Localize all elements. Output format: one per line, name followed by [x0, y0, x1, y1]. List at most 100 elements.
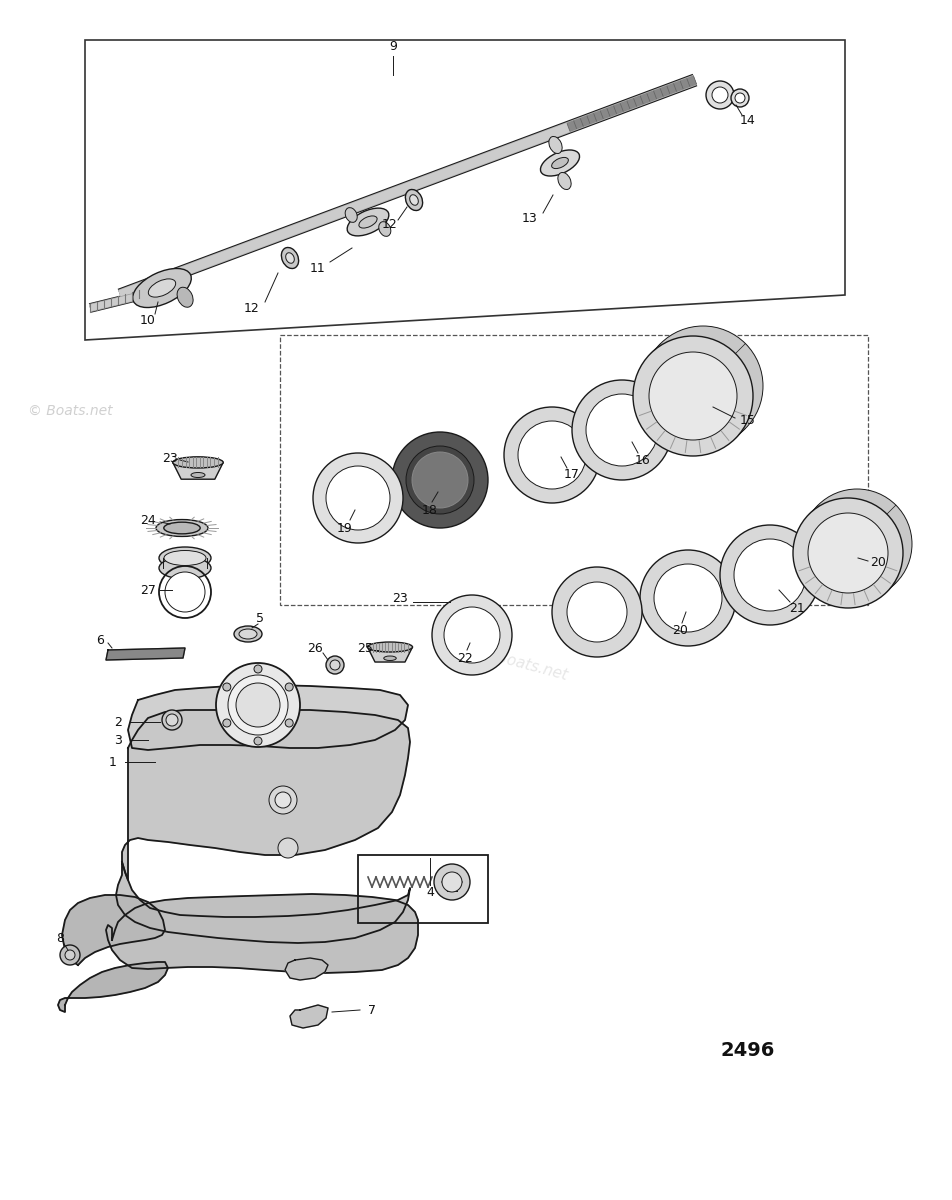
Circle shape: [236, 683, 280, 727]
Text: 24: 24: [140, 514, 156, 527]
Circle shape: [162, 710, 182, 730]
Circle shape: [392, 432, 488, 528]
Circle shape: [735, 92, 745, 103]
Text: 22: 22: [457, 652, 473, 665]
Text: 18: 18: [422, 504, 438, 516]
Ellipse shape: [367, 642, 412, 652]
Ellipse shape: [346, 208, 357, 222]
Ellipse shape: [173, 457, 223, 468]
Ellipse shape: [149, 278, 176, 298]
Ellipse shape: [558, 173, 571, 190]
Circle shape: [731, 89, 749, 107]
Ellipse shape: [409, 194, 418, 205]
Text: 17: 17: [565, 468, 580, 481]
Polygon shape: [62, 895, 165, 965]
Circle shape: [406, 446, 474, 514]
Text: 2: 2: [114, 715, 122, 728]
Text: 9: 9: [389, 41, 397, 54]
Text: 7: 7: [368, 1003, 376, 1016]
Text: 16: 16: [635, 454, 651, 467]
Circle shape: [734, 539, 806, 611]
Ellipse shape: [379, 222, 391, 236]
Circle shape: [275, 792, 291, 808]
Text: 20: 20: [672, 624, 688, 636]
Ellipse shape: [384, 656, 396, 660]
Circle shape: [216, 662, 300, 746]
Text: 1: 1: [109, 756, 117, 768]
Circle shape: [793, 498, 903, 608]
Text: 3: 3: [114, 733, 122, 746]
Circle shape: [567, 582, 627, 642]
Polygon shape: [106, 894, 418, 973]
Ellipse shape: [234, 626, 262, 642]
Circle shape: [720, 526, 820, 625]
Circle shape: [60, 946, 80, 965]
Text: 13: 13: [522, 211, 538, 224]
Circle shape: [712, 86, 728, 103]
Ellipse shape: [551, 157, 568, 168]
Text: © B: © B: [820, 518, 851, 533]
Text: 23: 23: [162, 451, 178, 464]
Ellipse shape: [164, 522, 200, 534]
Circle shape: [706, 80, 734, 109]
Circle shape: [65, 950, 75, 960]
Circle shape: [432, 595, 512, 674]
Ellipse shape: [359, 216, 377, 228]
Bar: [280, 335, 868, 605]
Circle shape: [643, 326, 763, 446]
Ellipse shape: [282, 247, 299, 269]
Circle shape: [802, 490, 912, 599]
Circle shape: [504, 407, 600, 503]
Circle shape: [442, 872, 462, 892]
Circle shape: [254, 737, 262, 745]
Ellipse shape: [156, 520, 208, 536]
Text: 6: 6: [96, 634, 104, 647]
Circle shape: [326, 466, 390, 530]
Circle shape: [228, 674, 288, 734]
Ellipse shape: [347, 208, 388, 236]
Text: 2496: 2496: [721, 1040, 775, 1060]
Ellipse shape: [239, 629, 257, 638]
Text: 21: 21: [789, 601, 804, 614]
Circle shape: [330, 660, 340, 670]
Circle shape: [518, 421, 586, 490]
Circle shape: [444, 607, 500, 662]
Circle shape: [808, 514, 888, 593]
Circle shape: [223, 683, 230, 691]
Circle shape: [165, 572, 205, 612]
Ellipse shape: [159, 557, 211, 578]
Polygon shape: [290, 1006, 328, 1028]
Circle shape: [286, 683, 293, 691]
Text: 8: 8: [56, 931, 64, 944]
Circle shape: [552, 566, 642, 658]
Circle shape: [649, 352, 737, 440]
Ellipse shape: [159, 547, 211, 569]
Circle shape: [654, 564, 722, 632]
Ellipse shape: [541, 150, 580, 176]
Ellipse shape: [191, 473, 205, 478]
Text: 14: 14: [740, 114, 756, 126]
Circle shape: [278, 838, 298, 858]
Polygon shape: [58, 962, 168, 1012]
Text: 12: 12: [382, 218, 398, 232]
Circle shape: [254, 665, 262, 673]
Text: 19: 19: [337, 522, 353, 534]
Ellipse shape: [406, 190, 423, 210]
Text: 10: 10: [140, 313, 156, 326]
Circle shape: [640, 550, 736, 646]
Text: 5: 5: [256, 612, 264, 624]
Polygon shape: [285, 958, 328, 980]
Ellipse shape: [549, 137, 562, 154]
Circle shape: [326, 656, 344, 674]
Ellipse shape: [177, 287, 193, 307]
Polygon shape: [106, 648, 185, 660]
Circle shape: [286, 719, 293, 727]
Ellipse shape: [286, 253, 294, 263]
Text: © Boats.net: © Boats.net: [28, 404, 112, 418]
Text: 26: 26: [307, 642, 323, 654]
Polygon shape: [367, 647, 412, 662]
Polygon shape: [128, 685, 408, 750]
Polygon shape: [173, 462, 223, 479]
Text: 25: 25: [357, 642, 373, 654]
Text: 12: 12: [244, 301, 260, 314]
